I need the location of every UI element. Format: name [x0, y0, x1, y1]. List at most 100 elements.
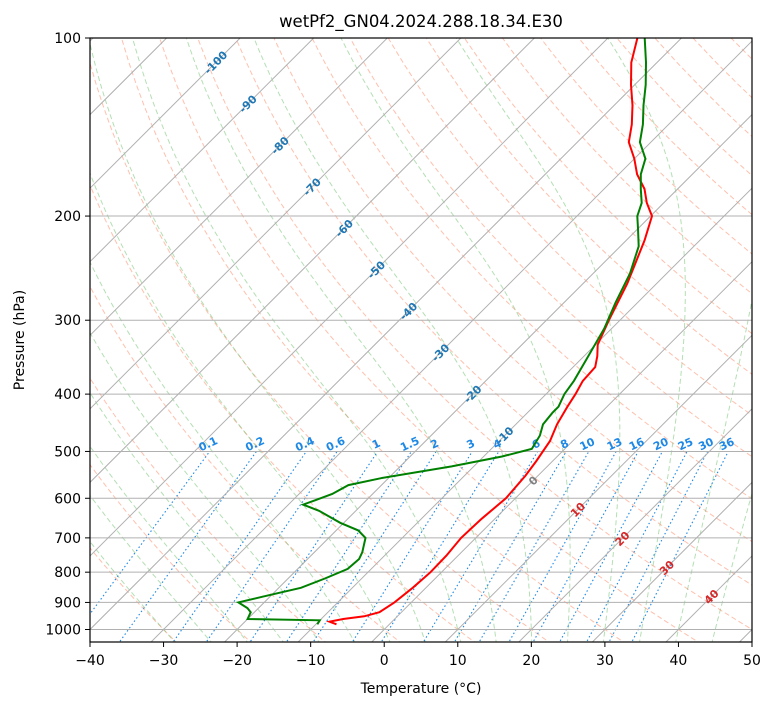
x-tick-label: −40: [75, 653, 105, 669]
mixing-ratio-label: 16: [627, 435, 647, 453]
y-axis-label: Pressure (hPa): [12, 290, 28, 390]
mixing-ratio-line: [172, 451, 307, 642]
mixing-ratio-label: 10: [578, 435, 598, 453]
isotherm-line: [90, 38, 683, 631]
moist-adiabat-line: [455, 38, 621, 642]
plot-frame: [89, 37, 753, 643]
x-tick-label: 30: [596, 653, 614, 669]
dry-adiabat-line: [311, 38, 752, 500]
y-tick-label: 700: [54, 531, 81, 547]
chart-title: wetPf2_GN04.2024.288.18.34.E30: [279, 12, 563, 32]
isotherm-line: [90, 38, 609, 557]
mixing-ratio-lines: [90, 451, 729, 642]
y-tick-label: 400: [54, 387, 81, 403]
moist-adiabats: [90, 38, 752, 642]
isotherm-line: [90, 38, 388, 336]
dry-adiabats: [90, 38, 775, 645]
dry-adiabat-line: [273, 38, 752, 543]
x-tick-label: 20: [522, 653, 540, 669]
x-axis-label: Temperature (°C): [360, 681, 482, 697]
dry-adiabat-line: [387, 38, 752, 416]
dry-adiabat-line: [692, 38, 752, 99]
isotherm-line: [297, 187, 752, 642]
isotherm-line: [665, 555, 752, 642]
isotherm-line: [90, 38, 536, 484]
mixing-ratio-label: 25: [676, 435, 695, 453]
dry-adiabat-line: [235, 38, 752, 586]
moist-adiabat-line: [90, 41, 426, 642]
mixing-ratio-label: 2: [428, 437, 440, 452]
isotherm-line: [444, 334, 752, 642]
dewpoint-line: [235, 38, 648, 625]
dry-adiabat-line: [90, 285, 401, 642]
dry-adiabat-line: [463, 38, 752, 335]
moist-adiabat-line: [90, 331, 320, 642]
mixing-ratio-line: [586, 451, 688, 642]
moist-adiabat-line: [185, 38, 497, 642]
moist-adiabat-line: [90, 540, 176, 642]
y-axis-ticks: 1000 900 800 700 600 500 400 300 200 100: [45, 31, 90, 639]
moist-adiabat-line: [253, 38, 533, 642]
dry-adiabat-line: [616, 38, 752, 177]
moist-adiabat-line: [340, 38, 571, 642]
mixing-ratio-label: 13: [605, 435, 624, 453]
dry-adiabat-line: [425, 38, 752, 375]
isotherms: [90, 38, 752, 642]
mixing-ratio-label: 20: [651, 435, 671, 453]
moist-adiabat-line: [90, 445, 248, 642]
y-tick-label: 100: [54, 31, 81, 47]
y-tick-label: 800: [54, 565, 81, 581]
mixing-ratio-line: [422, 451, 539, 642]
mixing-ratio-line: [205, 451, 338, 642]
dry-adiabat-line: [769, 38, 775, 645]
isotherm-line: [90, 38, 462, 410]
mixing-ratio-line: [631, 451, 729, 642]
x-tick-label: 40: [670, 653, 688, 669]
mixing-ratio-line: [249, 451, 379, 642]
isotherm-line: [738, 628, 752, 642]
dry-adiabat-line: [90, 183, 476, 642]
y-tick-label: 200: [54, 209, 81, 225]
y-tick-label: 600: [54, 491, 81, 507]
dry-adiabat-line: [90, 377, 327, 642]
dry-adiabat-line: [159, 38, 700, 642]
mixing-ratio-line: [558, 451, 663, 642]
moist-adiabat-line: [675, 297, 752, 642]
moist-adiabat-line: [711, 491, 752, 642]
isobars: [90, 38, 752, 630]
x-tick-label: 50: [743, 653, 761, 669]
isotherm-line: [518, 408, 752, 642]
isotherm-line: [591, 481, 752, 642]
x-tick-label: −30: [149, 653, 179, 669]
x-tick-label: −20: [222, 653, 252, 669]
annotation-labels: -100-90-80-70-60-50-40-30-20-10010203040…: [197, 48, 737, 607]
x-tick-label: 10: [449, 653, 467, 669]
mixing-ratio-label: 3: [465, 437, 477, 452]
mixing-ratio-line: [380, 451, 500, 642]
dry-adiabat-line: [90, 61, 550, 642]
mixing-ratio-line: [608, 451, 709, 642]
moist-adiabat-line: [90, 171, 391, 642]
isotherm-line: [223, 113, 752, 642]
x-axis-ticks: −40 −30 −20 −10 0 10 20 30 40 50: [75, 642, 761, 669]
dry-adiabat-line: [197, 38, 752, 631]
moist-adiabat-line: [607, 38, 686, 642]
isotherm-line: [90, 38, 241, 189]
x-tick-label: −10: [296, 653, 326, 669]
temperature-line: [325, 38, 654, 626]
y-tick-label: 1000: [45, 623, 81, 639]
mixing-ratio-line: [478, 451, 590, 642]
mixing-ratio-line: [285, 451, 412, 642]
y-tick-label: 900: [54, 595, 81, 611]
moist-adiabat-line: [90, 494, 212, 642]
mixing-ratio-line: [532, 451, 639, 642]
isotherm-label: -100: [202, 48, 231, 77]
y-tick-label: 500: [54, 444, 81, 460]
mixing-ratio-line: [508, 451, 617, 642]
y-tick-label: 300: [54, 313, 81, 329]
x-tick-label: 0: [380, 653, 389, 669]
profile-series: [235, 38, 654, 626]
moist-adiabat-line: [90, 391, 284, 642]
